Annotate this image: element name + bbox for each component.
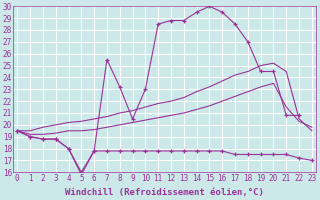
X-axis label: Windchill (Refroidissement éolien,°C): Windchill (Refroidissement éolien,°C): [65, 188, 264, 197]
